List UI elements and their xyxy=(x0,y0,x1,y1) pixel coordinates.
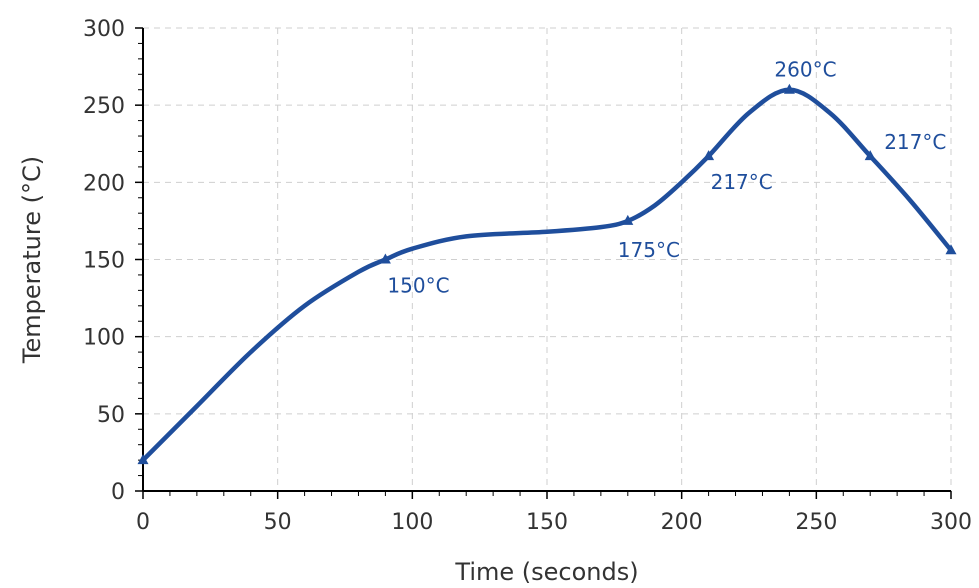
x-axis-title: Time (seconds) xyxy=(454,558,638,586)
annotation-layer: 150°C 175°C 217°C 260°C 217°C xyxy=(387,58,946,298)
temperature-line xyxy=(140,87,954,463)
data-label: 150°C xyxy=(387,274,449,298)
y-tick-label: 250 xyxy=(83,94,125,119)
x-tick-label: 0 xyxy=(136,510,150,535)
triangle-marker xyxy=(783,83,795,94)
x-tick-label: 300 xyxy=(930,510,972,535)
series-layer xyxy=(140,87,954,463)
y-tick-label: 300 xyxy=(83,17,125,42)
y-axis-title: Temperature (°C) xyxy=(18,156,46,364)
y-tick-label: 100 xyxy=(83,326,125,351)
y-tick-label: 50 xyxy=(97,403,125,428)
triangle-marker xyxy=(703,150,715,161)
triangle-marker xyxy=(622,214,634,225)
x-tick-label: 50 xyxy=(264,510,292,535)
triangle-marker xyxy=(137,454,149,465)
data-label: 217°C xyxy=(884,130,946,154)
data-label: 217°C xyxy=(711,170,773,194)
y-tick-label: 0 xyxy=(111,480,125,505)
triangle-marker xyxy=(864,150,876,161)
x-tick-label: 200 xyxy=(661,510,703,535)
axes: 0 50 100 150 200 250 300 0 50 100 150 200 250 300 xyxy=(83,17,972,535)
triangle-marker xyxy=(379,253,391,264)
y-tick-label: 150 xyxy=(83,249,125,274)
data-label: 175°C xyxy=(618,238,680,262)
y-tick-label: 200 xyxy=(83,171,125,196)
x-tick-label: 250 xyxy=(795,510,837,535)
triangle-marker xyxy=(945,244,957,255)
marker-layer xyxy=(137,83,957,465)
data-label: 260°C xyxy=(774,58,836,82)
grid xyxy=(143,27,952,491)
x-tick-label: 100 xyxy=(391,510,433,535)
x-tick-label: 150 xyxy=(526,510,568,535)
